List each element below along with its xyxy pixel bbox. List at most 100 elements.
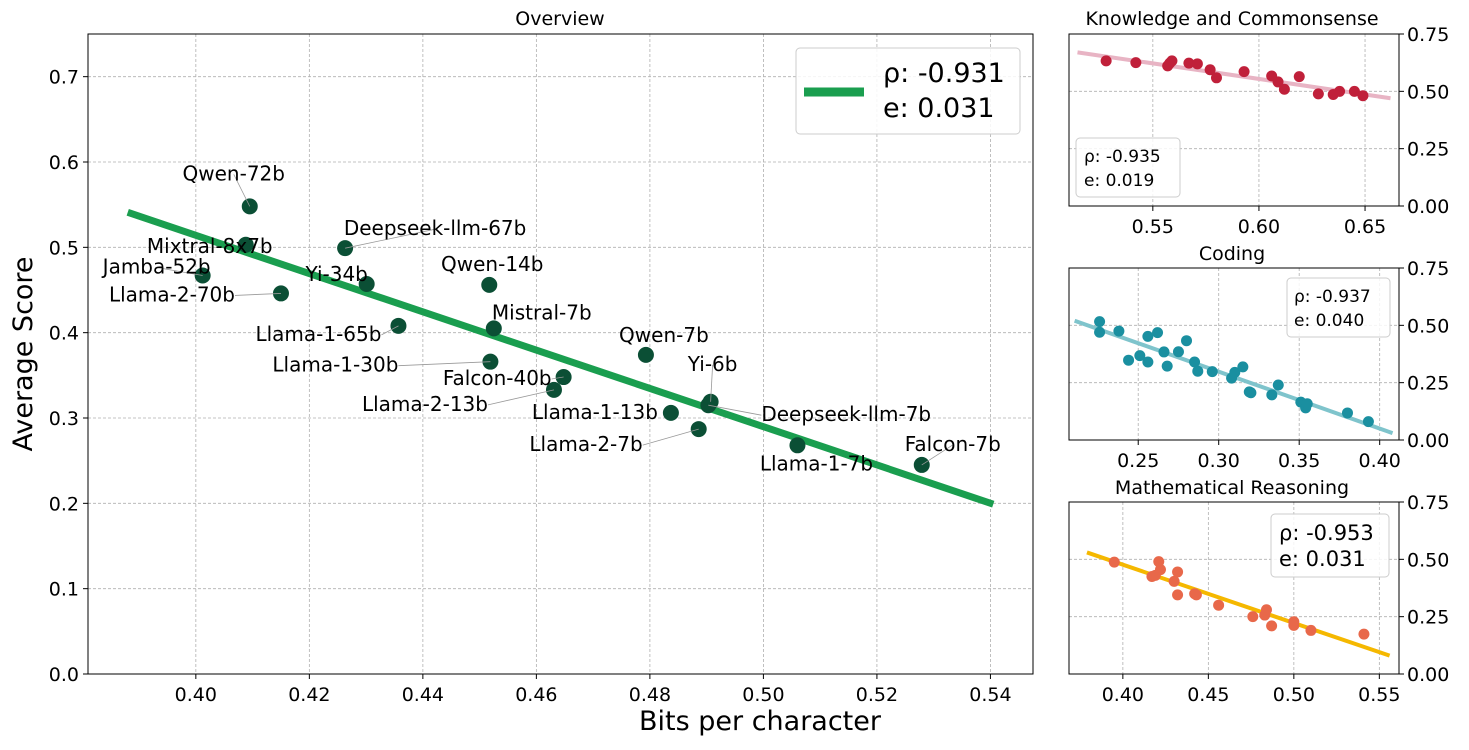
math-point xyxy=(1247,611,1259,623)
coding-xtick-label: 0.35 xyxy=(1278,450,1320,472)
overview-legend-box xyxy=(795,47,1021,135)
math-point xyxy=(1190,589,1202,601)
math-point xyxy=(1288,616,1300,628)
coding-points-layer xyxy=(1094,316,1374,428)
overview-xtick-label: 0.42 xyxy=(288,684,330,706)
overview-point-label: Yi-34b xyxy=(304,262,367,286)
overview-point xyxy=(481,276,498,293)
overview-label-leader xyxy=(398,361,491,367)
knowledge-xtick-label: 0.55 xyxy=(1132,216,1174,238)
coding-legend-box xyxy=(1286,277,1391,338)
overview-fit-line xyxy=(126,209,995,508)
overview-point xyxy=(637,346,654,363)
overview-title: Overview xyxy=(515,8,604,30)
overview-xtick-label: 0.46 xyxy=(515,684,557,706)
knowledge-frame xyxy=(1068,33,1400,207)
overview-label-leader xyxy=(551,376,564,380)
knowledge-ticks: 0.55 0.60 0.65 0.00 0.25 0.50 0.75 xyxy=(1132,24,1450,238)
knowledge-point xyxy=(1183,57,1195,69)
coding-point xyxy=(1152,327,1164,339)
overview-points-layer xyxy=(194,198,930,473)
overview-label-leader xyxy=(345,228,436,249)
overview-point-label: Mixtral-8x7b xyxy=(147,234,273,258)
overview-ticks: 0.40 0.42 0.44 0.46 0.48 0.50 0.52 0.54 0.0 0.1 0.… xyxy=(49,67,1012,706)
overview-xtick-label: 0.54 xyxy=(969,684,1011,706)
overview-label-leader xyxy=(156,267,203,276)
knowledge-point xyxy=(1100,55,1112,67)
coding-legend-e: e: 0.040 xyxy=(1294,311,1364,331)
math-frame xyxy=(1068,501,1400,675)
math-ytick-label: 0.00 xyxy=(1407,664,1449,686)
knowledge-xtick-label: 0.65 xyxy=(1344,216,1386,238)
coding-point xyxy=(1172,346,1184,358)
coding-point xyxy=(1206,366,1218,378)
coding-ytick-label: 0.25 xyxy=(1407,373,1449,395)
overview-point xyxy=(358,276,375,293)
math-xtick-label: 0.45 xyxy=(1187,684,1229,706)
knowledge-legend-e: e: 0.019 xyxy=(1084,171,1154,191)
overview-point-label: Llama-2-7b xyxy=(529,432,642,456)
overview-point-label: Qwen-7b xyxy=(619,323,709,347)
overview-point-label: Llama-1-13b xyxy=(532,400,658,424)
overview-point-label: Falcon-40b xyxy=(443,366,552,390)
overview-ytick-label: 0.2 xyxy=(49,493,79,515)
coding-point xyxy=(1301,398,1313,410)
knowledge-ytick-label: 0.50 xyxy=(1407,81,1449,103)
math-point xyxy=(1108,556,1120,568)
knowledge-point xyxy=(1191,58,1203,70)
knowledge-point xyxy=(1334,85,1346,97)
overview-label-leader xyxy=(642,428,699,446)
coding-xtick-label: 0.30 xyxy=(1198,450,1240,472)
coding-point xyxy=(1181,335,1193,347)
math-ticks: 0.40 0.45 0.50 0.55 0.00 0.25 0.50 0.75 xyxy=(1102,492,1450,706)
overview-point xyxy=(789,437,806,454)
coding-ytick-label: 0.50 xyxy=(1407,315,1449,337)
knowledge-point xyxy=(1238,66,1250,78)
overview-point-label: Deepseek-llm-67b xyxy=(344,216,527,240)
math-ytick-label: 0.75 xyxy=(1407,492,1449,514)
coding-point xyxy=(1272,379,1284,391)
overview-point xyxy=(241,198,258,215)
knowledge-point xyxy=(1348,85,1360,97)
knowledge-title: Knowledge and Commonsense xyxy=(1085,8,1378,30)
overview-point xyxy=(485,320,502,337)
overview-point-label: Qwen-72b xyxy=(183,161,285,185)
overview-point xyxy=(662,404,679,421)
overview-label-leader xyxy=(381,325,399,336)
coding-title: Coding xyxy=(1199,243,1265,265)
overview-point-label: Llama-2-70b xyxy=(109,282,235,306)
knowledge-legend: ρ: -0.935 e: 0.019 xyxy=(1075,137,1181,198)
overview-point-label: Jamba-52b xyxy=(101,254,211,278)
knowledge-point xyxy=(1293,71,1305,83)
coding-point xyxy=(1113,325,1125,337)
knowledge-ytick-label: 0.25 xyxy=(1407,139,1449,161)
overview-ytick-label: 0.0 xyxy=(49,664,79,686)
overview-point xyxy=(237,236,254,253)
math-fit-line xyxy=(1086,550,1391,658)
math-legend: ρ: -0.953 e: 0.031 xyxy=(1270,513,1390,578)
overview-ytick-label: 0.3 xyxy=(49,408,79,430)
math-point xyxy=(1154,564,1166,576)
math-point xyxy=(1266,620,1278,632)
overview-xtick-label: 0.52 xyxy=(856,684,898,706)
coding-point xyxy=(1192,365,1204,377)
overview-ytick-label: 0.7 xyxy=(49,67,79,89)
overview-point-label: Llama-1-30b xyxy=(272,353,398,377)
math-point xyxy=(1172,566,1184,578)
coding-panel: Coding 0.25 0.30 0.35 0.400.000.250.500.75 … xyxy=(1068,243,1449,472)
math-legend-box xyxy=(1270,513,1390,578)
x-axis-label: Bits per character xyxy=(639,706,882,737)
math-point xyxy=(1172,589,1184,601)
coding-point xyxy=(1266,389,1278,401)
coding-point xyxy=(1237,361,1249,373)
knowledge-point xyxy=(1130,57,1142,69)
coding-point xyxy=(1161,360,1173,372)
overview-frame xyxy=(87,33,1034,675)
coding-point xyxy=(1189,356,1201,368)
overview-fit-layer xyxy=(126,209,995,508)
math-legend-e: e: 0.031 xyxy=(1279,547,1366,571)
math-ytick-label: 0.25 xyxy=(1407,607,1449,629)
overview-point-label: Llama-1-65b xyxy=(255,322,381,346)
overview-ytick-label: 0.5 xyxy=(49,237,79,259)
